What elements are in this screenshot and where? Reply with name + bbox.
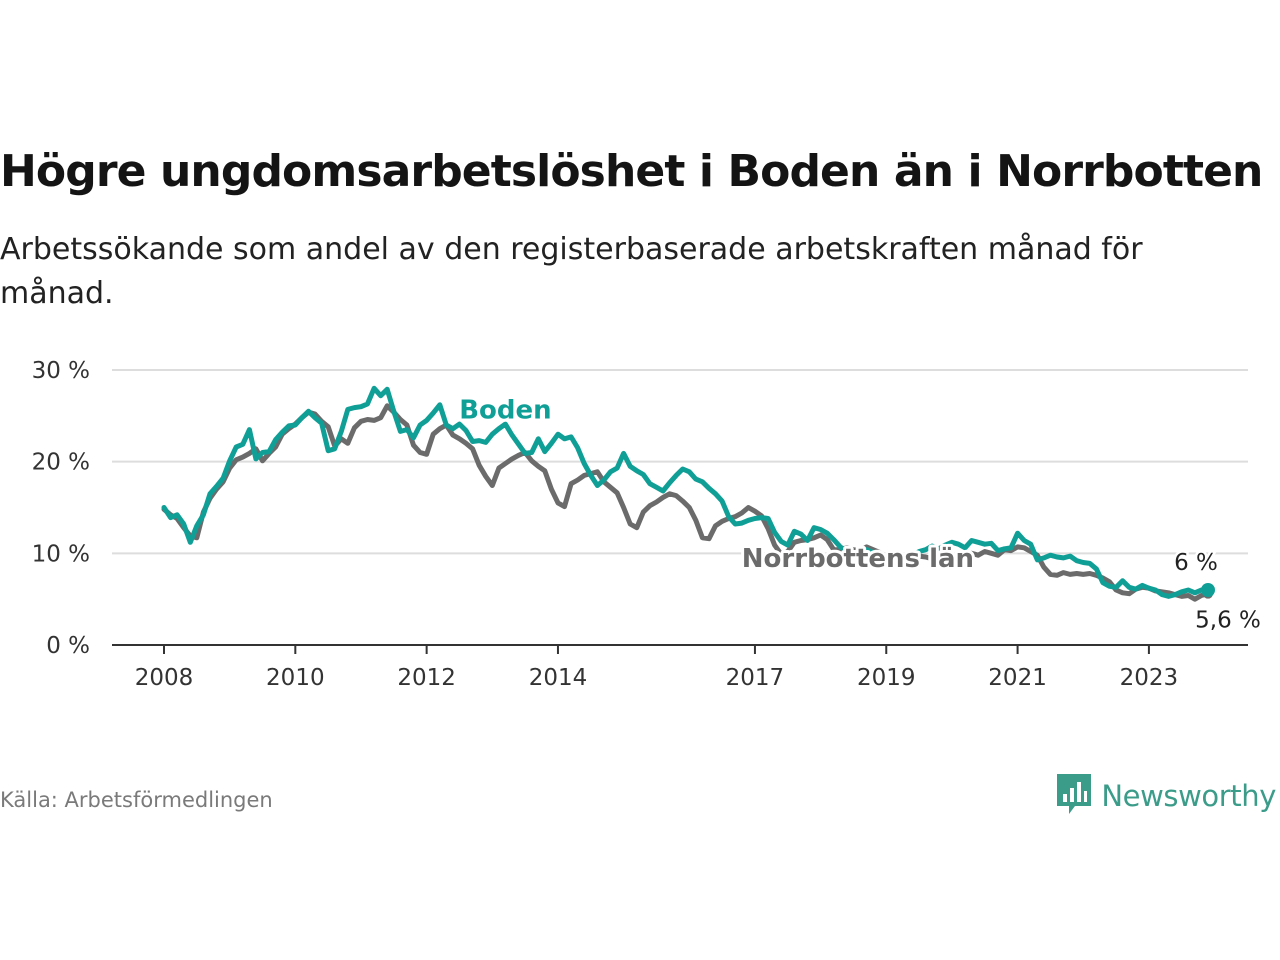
end-label-norrbotten: 5,6 % [1195,608,1261,634]
series-line-norrbotten [161,403,1211,602]
gridlines [112,369,1248,555]
x-tick-label: 2021 [988,665,1047,691]
brand-logo[interactable]: Newsworthy [1055,772,1276,820]
y-axis-labels: 0 % 10 % 20 % 30 % [32,358,90,659]
x-tick-label: 2014 [529,665,588,691]
end-markers: 5,6 % 6 % [1172,548,1264,637]
x-tick-label: 2023 [1120,665,1179,691]
y-tick-label: 0 % [46,633,90,659]
end-label-boden: 6 % [1174,550,1218,576]
x-tick-label: 2010 [266,665,325,691]
x-tick-label: 2012 [397,665,456,691]
y-tick-label: 30 % [32,358,90,384]
series-labels: Norrbottens län Boden [456,393,977,577]
series-label-boden: Boden [459,396,551,426]
end-marker-boden [1201,583,1215,597]
source-note: Källa: Arbetsförmedlingen [0,788,273,812]
series-label-norrbotten: Norrbottens län [742,544,974,574]
x-tick-label: 2017 [726,665,785,691]
x-tick-label: 2008 [135,665,194,691]
brand-name: Newsworthy [1101,779,1276,813]
chart-title: Högre ungdomsarbetslöshet i Boden än i N… [0,146,1263,197]
y-tick-label: 10 % [32,541,90,567]
series-lines [161,385,1211,602]
series-line-boden [161,385,1211,599]
chart-subtitle: Arbetssökande som andel av den registerb… [0,232,1143,311]
y-tick-label: 20 % [32,450,90,476]
x-axis: 2008 2010 2012 2014 2017 2019 2021 2023 [112,644,1248,691]
newsworthy-logo-icon [1055,772,1093,820]
x-tick-label: 2019 [857,665,916,691]
